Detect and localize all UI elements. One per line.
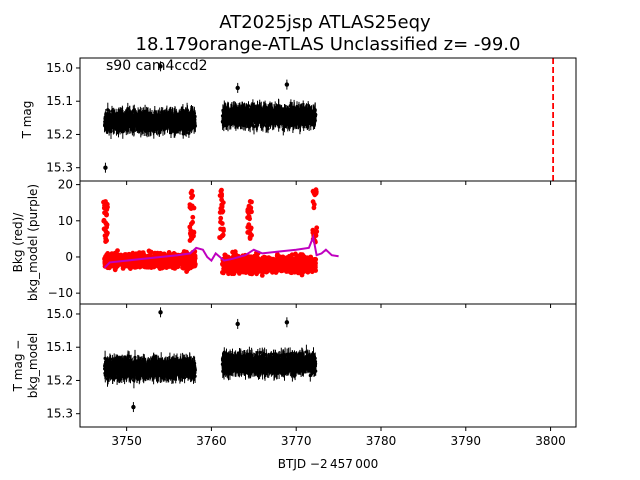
data-point	[109, 129, 113, 133]
plot-area-top	[103, 58, 555, 181]
y-axis-label: T mag	[20, 101, 34, 140]
plot-area-middle	[101, 187, 339, 278]
chart-title-line1: AT2025jsp ATLAS25eqy	[219, 12, 431, 33]
data-point	[106, 108, 110, 112]
data-point	[314, 113, 318, 117]
y-tick-label: 15.2	[46, 127, 73, 141]
data-point	[192, 261, 198, 267]
data-point	[193, 124, 197, 128]
chart-title-line2: 18.179orange-ATLAS Unclassified z= -99.0	[136, 34, 521, 55]
data-point	[251, 102, 255, 106]
series-segment-2	[220, 98, 318, 136]
y-tick-label: 15.3	[46, 161, 73, 175]
outlier-point	[103, 165, 108, 170]
y-tick-label: 15.0	[46, 61, 73, 75]
outlier-point	[235, 85, 240, 91]
outlier-point	[284, 82, 290, 87]
data-point	[259, 273, 265, 278]
data-point	[115, 248, 120, 254]
data-point	[193, 114, 197, 119]
y-tick-label: 15.1	[46, 94, 73, 108]
panel-top: 15.0 15.1 15.2 15.3 T mag	[20, 57, 577, 185]
data-point	[148, 249, 154, 255]
series-segment-1	[103, 102, 197, 139]
data-point	[192, 255, 198, 261]
outlier-point	[158, 64, 163, 69]
